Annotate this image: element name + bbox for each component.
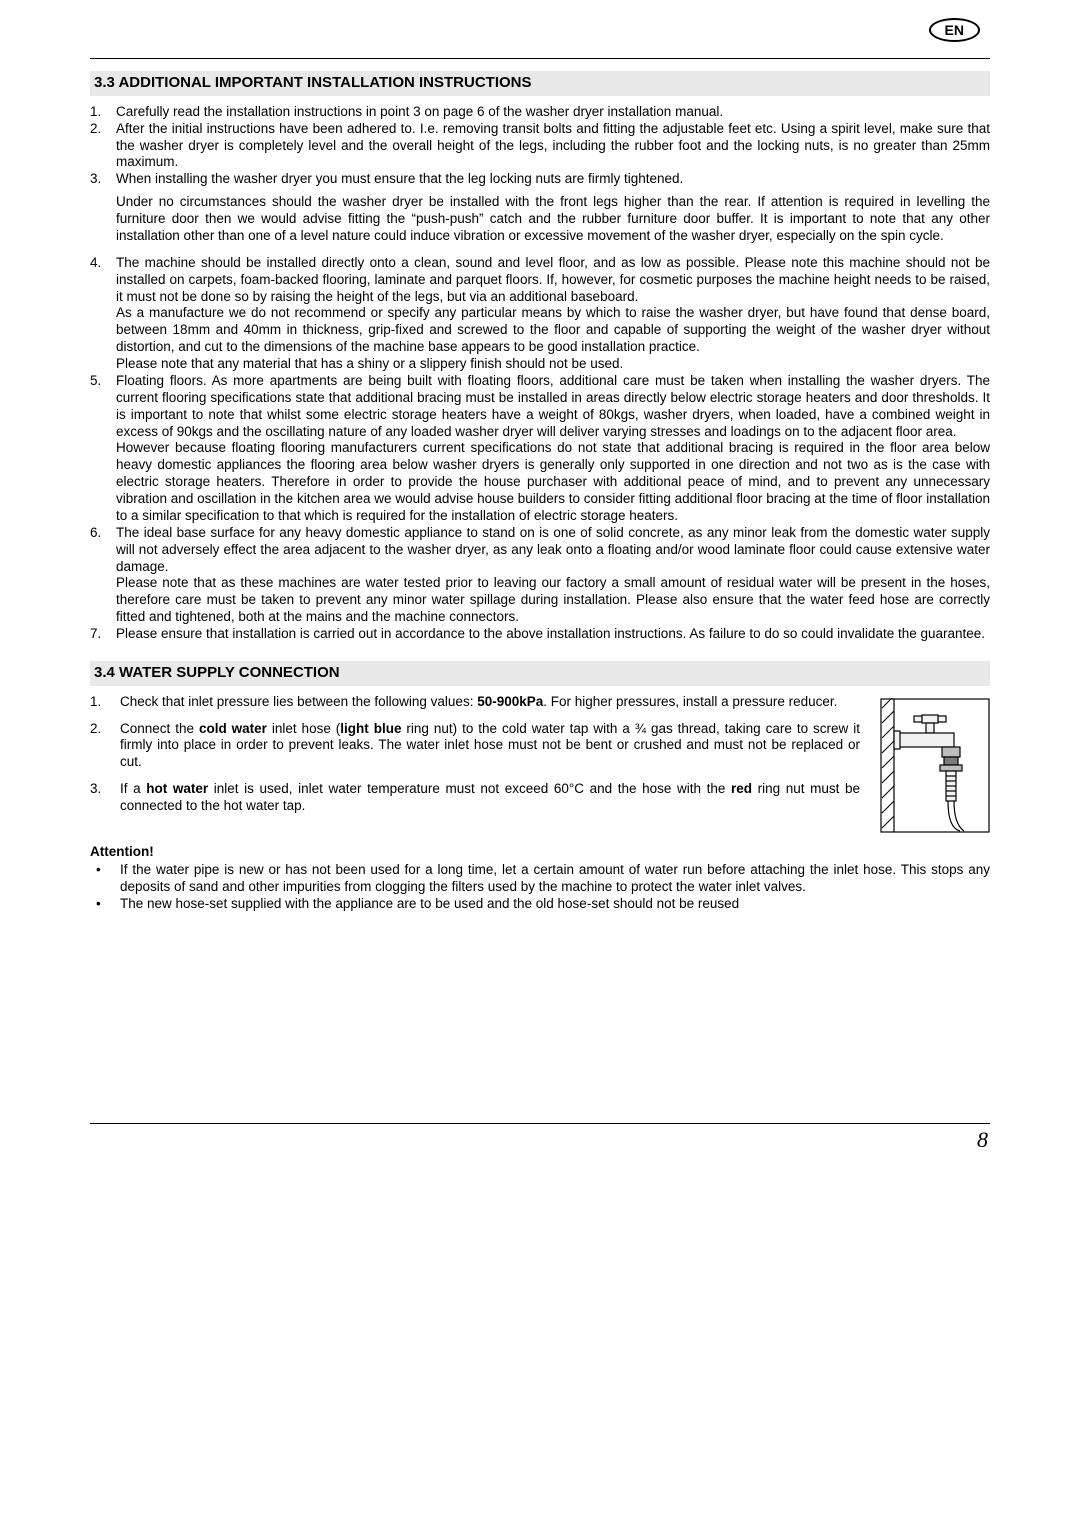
item-para: However because floating flooring manufa…: [116, 440, 990, 524]
item-para: The new hose-set supplied with the appli…: [120, 896, 990, 913]
item-para: Floating floors. As more apartments are …: [116, 373, 990, 441]
item-number: 7.: [90, 626, 116, 643]
attention-list: • If the water pipe is new or has not be…: [90, 862, 990, 913]
item-para: Check that inlet pressure lies between t…: [120, 694, 860, 711]
item-para: When installing the washer dryer you mus…: [116, 171, 990, 188]
list-item: 7. Please ensure that installation is ca…: [90, 626, 990, 643]
list-item: 4. The machine should be installed direc…: [90, 255, 990, 373]
item-para: Please ensure that installation is carri…: [116, 626, 990, 643]
water-tap-figure: [880, 698, 990, 838]
item-para: If a hot water inlet is used, inlet wate…: [120, 781, 860, 815]
section-33-list: 1. Carefully read the installation instr…: [90, 104, 990, 643]
item-number: 4.: [90, 255, 116, 373]
item-para: Please note that any material that has a…: [116, 356, 990, 373]
section-34-heading: 3.4 WATER SUPPLY CONNECTION: [90, 661, 990, 686]
bullet-icon: •: [90, 862, 120, 896]
attention-block: Attention! • If the water pipe is new or…: [90, 844, 990, 914]
list-item: 5. Floating floors. As more apartments a…: [90, 373, 990, 525]
top-rule: [90, 58, 990, 59]
list-item: • The new hose-set supplied with the app…: [90, 896, 990, 913]
list-item: 2. After the initial instructions have b…: [90, 121, 990, 172]
list-item: 2. Connect the cold water inlet hose (li…: [90, 721, 860, 772]
list-item: 6. The ideal base surface for any heavy …: [90, 525, 990, 626]
list-item: 1. Carefully read the installation instr…: [90, 104, 990, 121]
item-number: 2.: [90, 721, 120, 772]
bottom-rule: [90, 1123, 990, 1124]
item-number: 5.: [90, 373, 116, 525]
item-number: 2.: [90, 121, 116, 172]
item-para: Connect the cold water inlet hose (light…: [120, 721, 860, 772]
list-item: 1. Check that inlet pressure lies betwee…: [90, 694, 860, 711]
item-para: If the water pipe is new or has not been…: [120, 862, 990, 896]
item-para: After the initial instructions have been…: [116, 121, 990, 172]
language-badge: EN: [929, 22, 980, 40]
attention-label: Attention!: [90, 844, 990, 861]
list-item: 3. When installing the washer dryer you …: [90, 171, 990, 245]
item-para: As a manufacture we do not recommend or …: [116, 305, 990, 356]
language-badge-text: EN: [929, 18, 980, 42]
item-para: The ideal base surface for any heavy dom…: [116, 525, 990, 576]
section-34-list: 1. Check that inlet pressure lies betwee…: [90, 694, 860, 815]
list-item: 3. If a hot water inlet is used, inlet w…: [90, 781, 860, 815]
item-para: Please note that as these machines are w…: [116, 575, 990, 626]
section-34-row: 1. Check that inlet pressure lies betwee…: [90, 694, 990, 838]
water-tap-icon: [880, 698, 990, 833]
item-para: The machine should be installed directly…: [116, 255, 990, 306]
page-number: 8: [90, 1126, 990, 1154]
item-number: 3.: [90, 781, 120, 815]
item-number: 1.: [90, 694, 120, 711]
item-number: 3.: [90, 171, 116, 245]
list-item: • If the water pipe is new or has not be…: [90, 862, 990, 896]
section-34-text: 1. Check that inlet pressure lies betwee…: [90, 694, 860, 825]
item-para: Carefully read the installation instruct…: [116, 104, 990, 121]
section-33-heading: 3.3 ADDITIONAL IMPORTANT INSTALLATION IN…: [90, 71, 990, 96]
bullet-icon: •: [90, 896, 120, 913]
item-number: 6.: [90, 525, 116, 626]
item-para: Under no circumstances should the washer…: [116, 194, 990, 245]
item-number: 1.: [90, 104, 116, 121]
